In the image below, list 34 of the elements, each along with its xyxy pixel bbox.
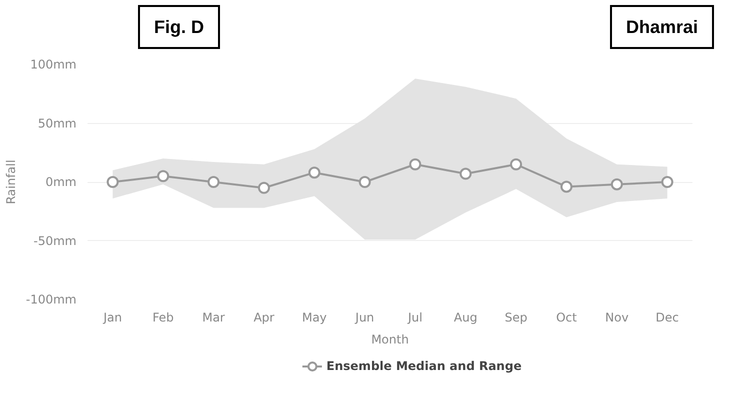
point [610, 178, 623, 190]
x-tick-label: Mar [202, 310, 225, 324]
x-axis-title: Month [371, 332, 409, 346]
x-tick-label: May [302, 310, 327, 324]
x-tick-label: Nov [605, 310, 629, 324]
x-tick-label: Dec [656, 310, 679, 324]
point [208, 176, 220, 188]
x-tick-label: Oct [556, 310, 578, 324]
y-tick-label: 100mm [30, 58, 77, 72]
x-tick-label: Jul [406, 310, 422, 324]
point [106, 176, 119, 188]
point [510, 158, 522, 170]
y-axis-title: Rainfall [4, 160, 18, 204]
y-tick-label: 50mm [38, 116, 77, 130]
text: Dhamrai [626, 16, 698, 39]
text: Fig. D [154, 16, 204, 39]
y-tick-label: 0mm [45, 175, 76, 189]
x-tick-label: Jun [354, 310, 374, 324]
point [258, 182, 270, 194]
point [308, 166, 320, 179]
x-tick-label: Feb [152, 310, 174, 324]
point [661, 176, 674, 188]
x-tick-label: Sep [504, 310, 528, 324]
y-tick-label: -100mm [26, 292, 77, 306]
point [560, 180, 572, 193]
x-tick-label: Jan [102, 310, 122, 324]
point [409, 158, 422, 170]
y-tick-label: -50mm [34, 234, 77, 248]
point [460, 168, 472, 180]
x-tick-label: Aug [454, 310, 478, 324]
legend-label: Ensemble Median and Range [326, 359, 522, 373]
x-tick-label: Apr [254, 310, 274, 324]
point [157, 170, 170, 182]
point [358, 176, 371, 188]
